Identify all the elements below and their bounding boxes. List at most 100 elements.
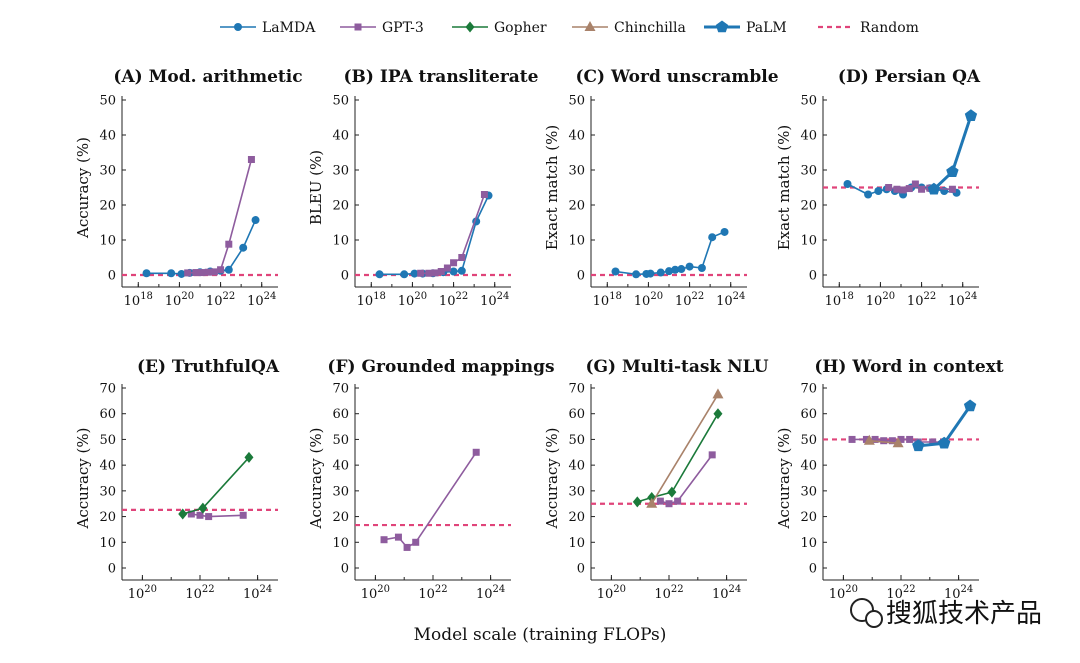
data-point: [671, 265, 680, 274]
watermark: 搜狐技术产品: [850, 598, 1042, 629]
y-tick-label: 50: [568, 433, 585, 448]
data-point: [656, 497, 664, 505]
series-lamda: [375, 191, 493, 279]
data-point: [437, 268, 445, 275]
panel-title: (G) Multi-task NLU: [585, 357, 768, 377]
y-tick-label: 30: [99, 484, 116, 499]
y-tick-label: 10: [332, 536, 349, 551]
data-point: [656, 268, 665, 277]
series-line: [191, 513, 244, 518]
legend-label: GPT-3: [382, 20, 424, 36]
x-tick-label: 1020: [829, 584, 858, 602]
x-axis-label: Model scale (training FLOPs): [414, 625, 667, 645]
y-tick-label: 0: [577, 269, 585, 284]
y-tick-label: 10: [568, 536, 585, 551]
y-tick-label: 40: [800, 459, 817, 474]
y-tick-label: 0: [577, 562, 585, 577]
y-tick-label: 70: [332, 382, 349, 397]
y-axis-label: Accuracy (%): [775, 427, 793, 529]
series-line: [660, 454, 713, 505]
y-tick-label: 70: [99, 382, 116, 397]
legend-label: Chinchilla: [614, 20, 686, 36]
y-tick-label: 40: [99, 129, 116, 144]
data-point: [911, 180, 919, 188]
y-tick-label: 50: [800, 433, 817, 448]
y-tick-label: 30: [332, 164, 349, 179]
data-point: [224, 265, 233, 274]
data-point: [458, 254, 466, 261]
data-point: [178, 508, 188, 520]
panel-title: (C) Word unscramble: [575, 67, 778, 87]
y-axis-label: Accuracy (%): [74, 427, 92, 529]
legend-label: Gopher: [494, 20, 547, 36]
data-point: [480, 191, 488, 198]
data-point: [472, 448, 480, 456]
y-tick-label: 40: [568, 129, 585, 144]
x-tick-label: 1020: [128, 584, 157, 602]
y-tick-label: 30: [568, 164, 585, 179]
y-tick-label: 0: [809, 562, 817, 577]
data-point: [946, 165, 959, 177]
panel-title: (H) Word in context: [814, 357, 1003, 377]
x-tick-label: 1024: [944, 584, 973, 602]
legend-item-gopher: Gopher: [452, 20, 547, 36]
x-tick-label: 1024: [247, 291, 276, 309]
y-tick-label: 10: [800, 536, 817, 551]
data-point: [225, 240, 233, 248]
bubble-small: [865, 610, 883, 628]
series-line: [379, 195, 490, 276]
legend-label: LaMDA: [262, 20, 316, 36]
data-point: [204, 268, 212, 276]
data-point: [177, 269, 186, 278]
data-point: [196, 511, 204, 519]
legend-label: Random: [860, 20, 919, 36]
data-point: [410, 269, 419, 278]
x-tick-label: 1018: [593, 291, 622, 309]
x-tick-label: 1020: [165, 291, 194, 309]
series-line: [187, 159, 253, 274]
data-point: [239, 511, 247, 519]
data-point: [198, 502, 208, 514]
legend: LaMDA GPT-3 Gopher Chinchilla PaLM Random: [220, 20, 919, 36]
x-tick-label: 1018: [825, 291, 854, 309]
y-tick-label: 20: [800, 510, 817, 525]
data-point: [708, 233, 717, 242]
y-axis-label: Exact match (%): [775, 125, 793, 251]
series-line: [869, 439, 899, 445]
data-point: [380, 536, 388, 544]
panel-title: (B) IPA transliterate: [344, 67, 539, 87]
data-point: [443, 264, 451, 272]
x-tick-label: 1024: [716, 291, 745, 309]
data-point: [863, 434, 875, 445]
data-point: [632, 270, 641, 279]
x-tick-label: 1022: [675, 291, 704, 309]
data-point: [611, 267, 620, 276]
data-point: [646, 497, 658, 508]
data-point: [720, 227, 729, 236]
y-tick-label: 70: [568, 382, 585, 397]
y-tick-label: 10: [568, 234, 585, 249]
x-tick-label: 1022: [418, 584, 447, 602]
y-tick-label: 10: [332, 234, 349, 249]
legend-marker-diamond: [465, 21, 475, 33]
series-chinchilla: [863, 434, 904, 448]
series-lamda: [611, 227, 729, 279]
data-point: [929, 438, 937, 446]
x-tick-label: 1022: [907, 291, 936, 309]
data-point: [713, 408, 723, 420]
series-gpt-3: [187, 510, 247, 521]
series-line: [182, 456, 250, 515]
y-tick-label: 20: [99, 199, 116, 214]
series-gopher: [178, 451, 254, 520]
bubble-large: [850, 598, 874, 622]
data-point: [449, 267, 458, 276]
x-tick-label: 1020: [597, 584, 626, 602]
y-tick-label: 60: [332, 407, 349, 422]
y-tick-label: 40: [332, 459, 349, 474]
y-tick-label: 60: [99, 407, 116, 422]
x-tick-label: 1020: [398, 291, 427, 309]
panel-title: (D) Persian QA: [838, 67, 981, 87]
